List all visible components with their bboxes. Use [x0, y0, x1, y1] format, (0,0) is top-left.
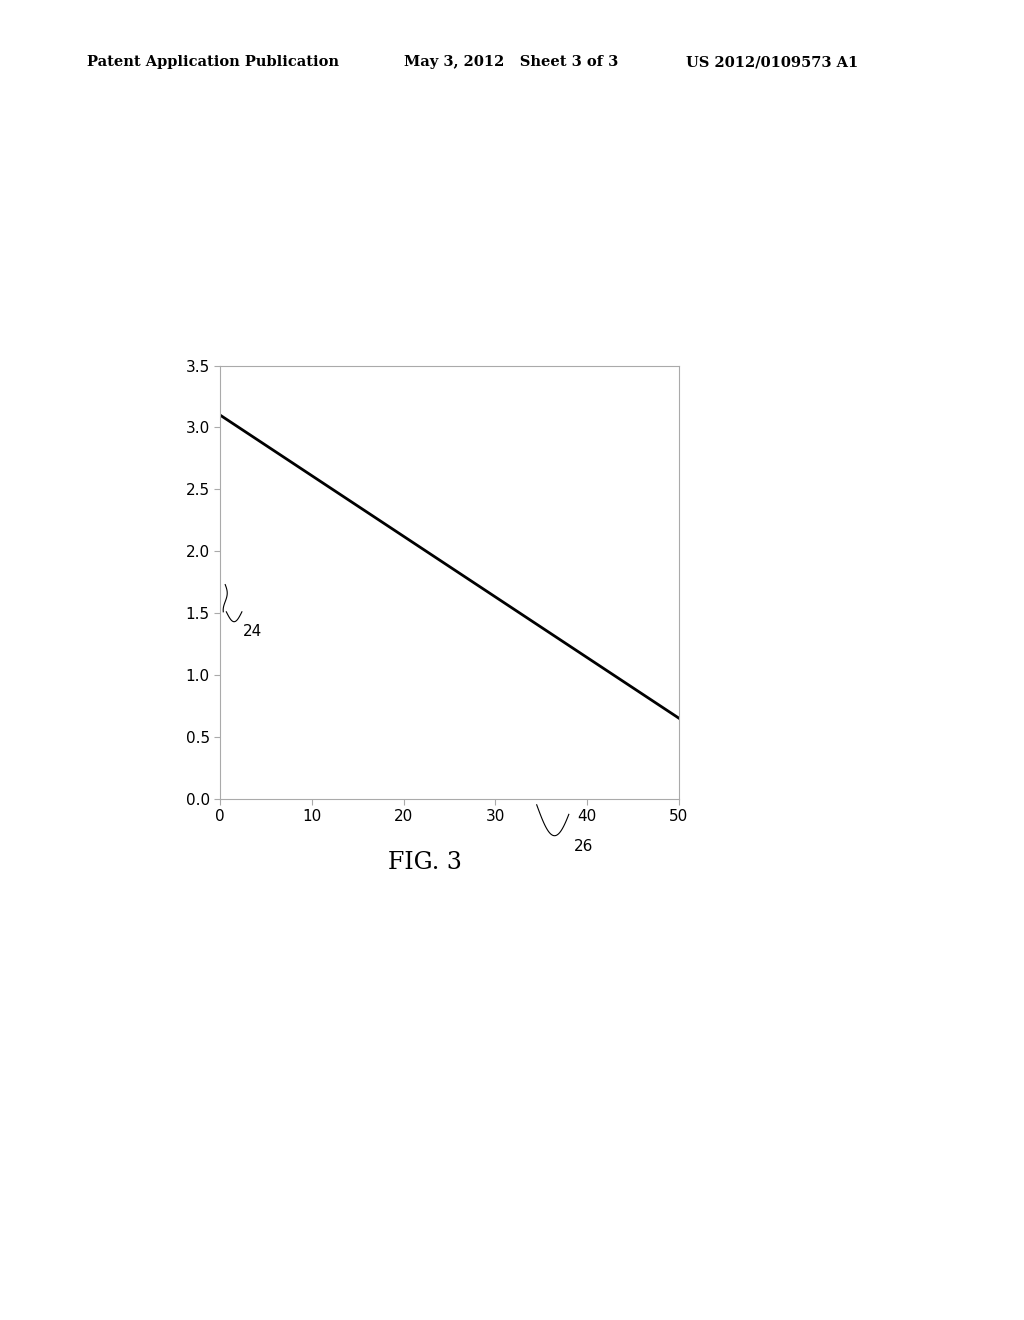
Text: 26: 26 — [573, 840, 593, 854]
Text: 24: 24 — [243, 624, 262, 639]
Text: Patent Application Publication: Patent Application Publication — [87, 55, 339, 70]
Text: May 3, 2012   Sheet 3 of 3: May 3, 2012 Sheet 3 of 3 — [404, 55, 618, 70]
Text: FIG. 3: FIG. 3 — [388, 851, 462, 874]
Text: US 2012/0109573 A1: US 2012/0109573 A1 — [686, 55, 858, 70]
